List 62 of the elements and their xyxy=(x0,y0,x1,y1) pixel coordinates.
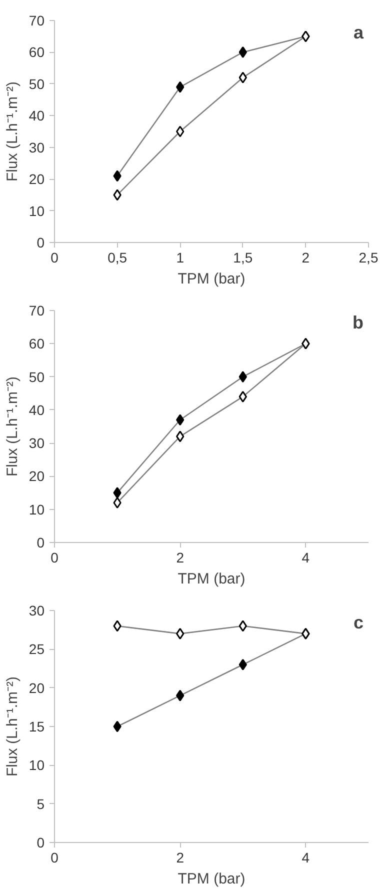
point xyxy=(238,658,247,670)
point xyxy=(238,371,247,383)
y-tick-label: 25 xyxy=(28,641,45,658)
y-tick-label: 30 xyxy=(28,602,45,618)
x-tick-label: 2 xyxy=(302,250,310,266)
y-axis-title: Flux (L.h⁻¹.m⁻²) xyxy=(4,676,21,776)
y-axis-title: Flux (L.h⁻¹.m⁻²) xyxy=(4,81,21,182)
x-tick-label: 0,5 xyxy=(108,250,128,266)
y-tick-label: 0 xyxy=(36,834,45,850)
y-tick-label: 0 xyxy=(36,234,45,250)
y-tick-label: 15 xyxy=(28,718,45,734)
y-tick-label: 70 xyxy=(28,302,45,318)
point xyxy=(238,72,247,84)
y-tick-label: 50 xyxy=(28,368,45,385)
point xyxy=(113,189,122,201)
x-axis-title: TPM (bar) xyxy=(178,870,246,888)
point xyxy=(113,620,122,632)
x-tick-label: 1,5 xyxy=(233,250,253,266)
x-tick-label: 4 xyxy=(302,550,310,566)
point xyxy=(176,81,184,93)
x-tick-label: 4 xyxy=(302,850,310,866)
x-axis-title: TPM (bar) xyxy=(178,270,246,288)
point xyxy=(176,414,184,426)
x-tick-label: 2 xyxy=(176,850,184,866)
x-tick-label: 2,5 xyxy=(358,250,378,266)
y-tick-label: 30 xyxy=(28,139,45,156)
point xyxy=(238,390,247,402)
x-tick-label: 1 xyxy=(176,250,184,266)
y-tick-label: 10 xyxy=(28,757,45,774)
point xyxy=(176,126,184,138)
y-axis-title: Flux (L.h⁻¹.m⁻²) xyxy=(4,376,21,476)
x-tick-label: 2 xyxy=(176,550,184,566)
point xyxy=(113,496,122,508)
y-tick-label: 0 xyxy=(36,534,45,550)
point xyxy=(238,620,247,632)
annotation: c xyxy=(353,612,364,632)
x-tick-label: 0 xyxy=(50,550,59,566)
x-tick-label: 0 xyxy=(50,850,59,866)
y-tick-label: 20 xyxy=(28,171,45,188)
x-axis-title: TPM (bar) xyxy=(178,570,246,588)
y-tick-label: 60 xyxy=(28,44,45,60)
y-tick-label: 40 xyxy=(28,402,45,418)
point xyxy=(176,628,184,640)
y-tick-label: 60 xyxy=(28,336,45,352)
x-tick-label: 0 xyxy=(50,250,59,266)
y-tick-label: 50 xyxy=(28,76,45,92)
y-tick-label: 70 xyxy=(28,12,45,28)
point xyxy=(113,170,122,182)
y-tick-label: 10 xyxy=(28,202,45,219)
annotation: b xyxy=(352,312,364,332)
y-tick-label: 40 xyxy=(28,108,45,124)
point xyxy=(113,720,122,732)
y-tick-label: 20 xyxy=(28,680,45,696)
y-tick-label: 10 xyxy=(28,501,45,518)
point xyxy=(176,430,184,442)
y-tick-label: 30 xyxy=(28,435,45,452)
point xyxy=(113,487,122,499)
point xyxy=(238,46,247,58)
annotation: a xyxy=(353,22,364,42)
y-tick-label: 5 xyxy=(36,796,45,812)
y-tick-label: 20 xyxy=(28,468,45,484)
point xyxy=(176,690,184,702)
